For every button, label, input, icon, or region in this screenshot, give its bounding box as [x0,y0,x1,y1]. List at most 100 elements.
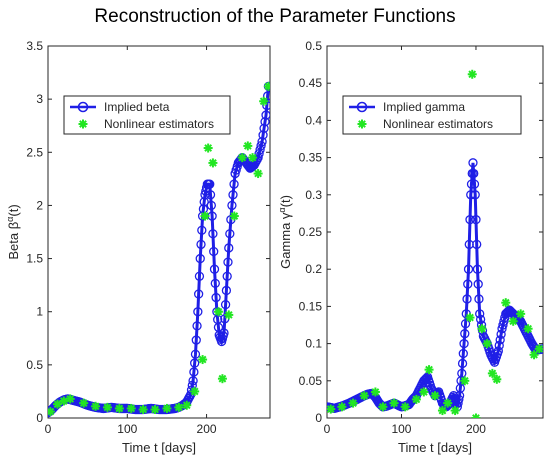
estimator-marker [359,391,369,401]
x-tick-label: 200 [197,422,217,436]
implied-marker [198,204,209,214]
implied-marker [257,137,267,147]
implied-marker [261,110,270,120]
estimator-marker [424,365,434,375]
estimator-marker [389,398,399,408]
implied-marker [454,394,464,405]
estimator-marker [263,81,270,91]
legend-label: Implied beta [104,100,170,114]
implied-marker [193,289,204,299]
plot-marks [48,81,270,418]
implied-marker [460,329,470,339]
y-tick-label: 0 [36,411,43,425]
implied-marker [188,376,198,386]
implied-marker [470,190,480,200]
estimator-marker [102,402,112,412]
y-tick-label: 3.5 [26,39,43,53]
y-tick-label: 0.5 [26,358,43,372]
implied-marker [421,373,432,383]
y-tick-label: 1.5 [26,252,43,266]
y-tick-label: 0.25 [299,225,323,239]
y-tick-label: 0.5 [305,39,322,53]
implied-marker [193,307,203,317]
implied-marker [219,328,229,338]
estimator-marker [482,339,492,349]
implied-marker [262,91,270,101]
implied-marker [197,225,207,235]
estimator-marker [253,169,263,179]
estimator-marker [198,355,208,365]
estimator-marker [437,406,447,416]
implied-marker [457,368,467,379]
implied-marker [465,214,475,225]
y-tick-label: 0 [315,411,322,425]
estimator-marker [243,141,253,151]
implied-marker [496,329,506,339]
estimator-marker [48,407,55,417]
y-tick-label: 0.1 [305,337,322,351]
estimator-marker [190,386,200,396]
implied-marker [466,190,476,200]
estimator-marker [487,368,497,378]
implied-marker [191,335,201,345]
y-tick-label: 0.15 [299,299,323,313]
estimator-marker [208,158,218,168]
implied-marker [259,123,269,134]
implied-marker [469,168,479,179]
implied-marker [258,130,268,140]
estimator-marker [174,402,184,412]
estimator-marker [53,399,63,409]
estimator-marker [65,394,75,404]
implied-marker [459,338,469,349]
implied-marker [224,243,234,253]
y-axis-label: Gamma γα(t) [277,195,293,269]
estimator-marker [79,398,89,408]
implied-marker [190,358,200,368]
implied-marker [205,179,215,189]
implied-marker [468,158,478,168]
estimator-marker [523,324,533,334]
y-tick-label: 1 [36,305,43,319]
y-tick-label: 0.35 [299,151,323,165]
plot-marks [327,69,543,418]
estimator-marker [534,344,543,354]
estimator-marker [229,211,239,221]
implied-marker [225,229,235,239]
estimator-marker [91,401,101,411]
implied-marker [420,375,430,385]
legend: Implied gamma Nonlinear estimators [342,95,522,135]
estimator-marker [460,376,470,386]
estimator-marker [370,387,380,397]
implied-marker [458,348,468,359]
implied-marker [221,285,232,296]
implied-marker [190,349,201,359]
x-tick-label: 200 [466,422,486,436]
estimator-marker [182,400,192,410]
implied-marker [473,279,483,289]
implied-marker [472,239,482,250]
estimator-marker [259,96,269,106]
estimator-marker [465,313,475,323]
implied-marker [472,264,483,274]
estimator-marker [411,394,421,404]
estimator-marker [443,398,453,408]
implied-marker [495,335,505,345]
implied-marker [200,190,210,200]
estimator-marker [150,404,160,414]
implied-marker [457,358,468,369]
estimator-marker [529,350,539,360]
estimator-marker [337,402,347,412]
estimator-marker [477,324,487,334]
implied-marker [194,271,205,281]
x-tick-label: 100 [117,422,137,436]
implied-marker [433,388,443,398]
implied-marker [223,257,233,267]
estimator-marker [162,403,172,413]
implied-marker [196,239,206,250]
y-tick-label: 0.05 [299,374,323,388]
implied-marker [493,346,503,356]
estimator-marker [348,398,358,408]
estimator-marker [126,403,136,413]
estimator-marker [378,402,388,412]
